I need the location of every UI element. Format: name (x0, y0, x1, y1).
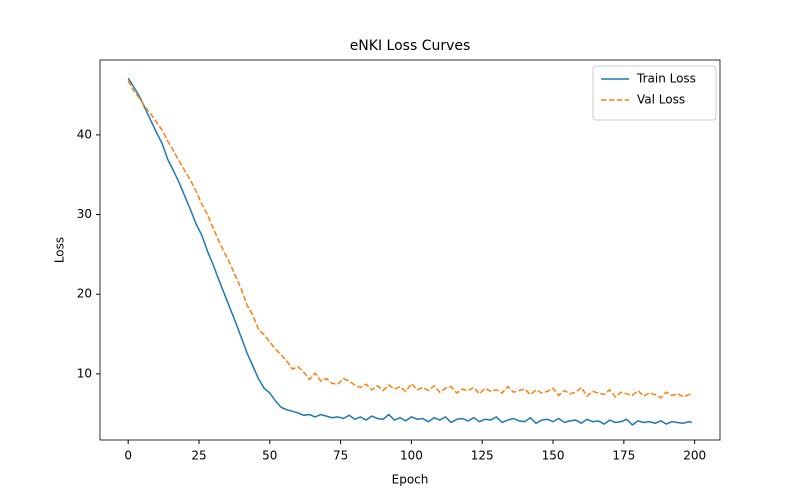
y-tick-label: 10 (77, 366, 92, 380)
x-tick-label: 125 (471, 449, 494, 463)
x-tick-label: 200 (683, 449, 706, 463)
x-tick-label: 25 (191, 449, 206, 463)
x-tick-label: 0 (124, 449, 132, 463)
x-tick-label: 100 (400, 449, 423, 463)
x-tick-label: 175 (612, 449, 635, 463)
plot-frame (99, 59, 721, 441)
x-axis-label: Epoch (392, 473, 429, 487)
x-tick-label: 50 (262, 449, 277, 463)
x-tick-label: 75 (333, 449, 348, 463)
chart-title: eNKI Loss Curves (350, 38, 471, 54)
legend-label: Val Loss (637, 93, 685, 107)
x-tick-label: 150 (542, 449, 565, 463)
line-series (127, 77, 693, 426)
y-axis-label: Loss (53, 237, 67, 263)
legend-label: Train Loss (636, 72, 696, 86)
y-tick-label: 40 (77, 127, 92, 141)
line-series (127, 80, 693, 399)
y-tick-label: 30 (77, 207, 92, 221)
y-tick-label: 20 (77, 287, 92, 301)
